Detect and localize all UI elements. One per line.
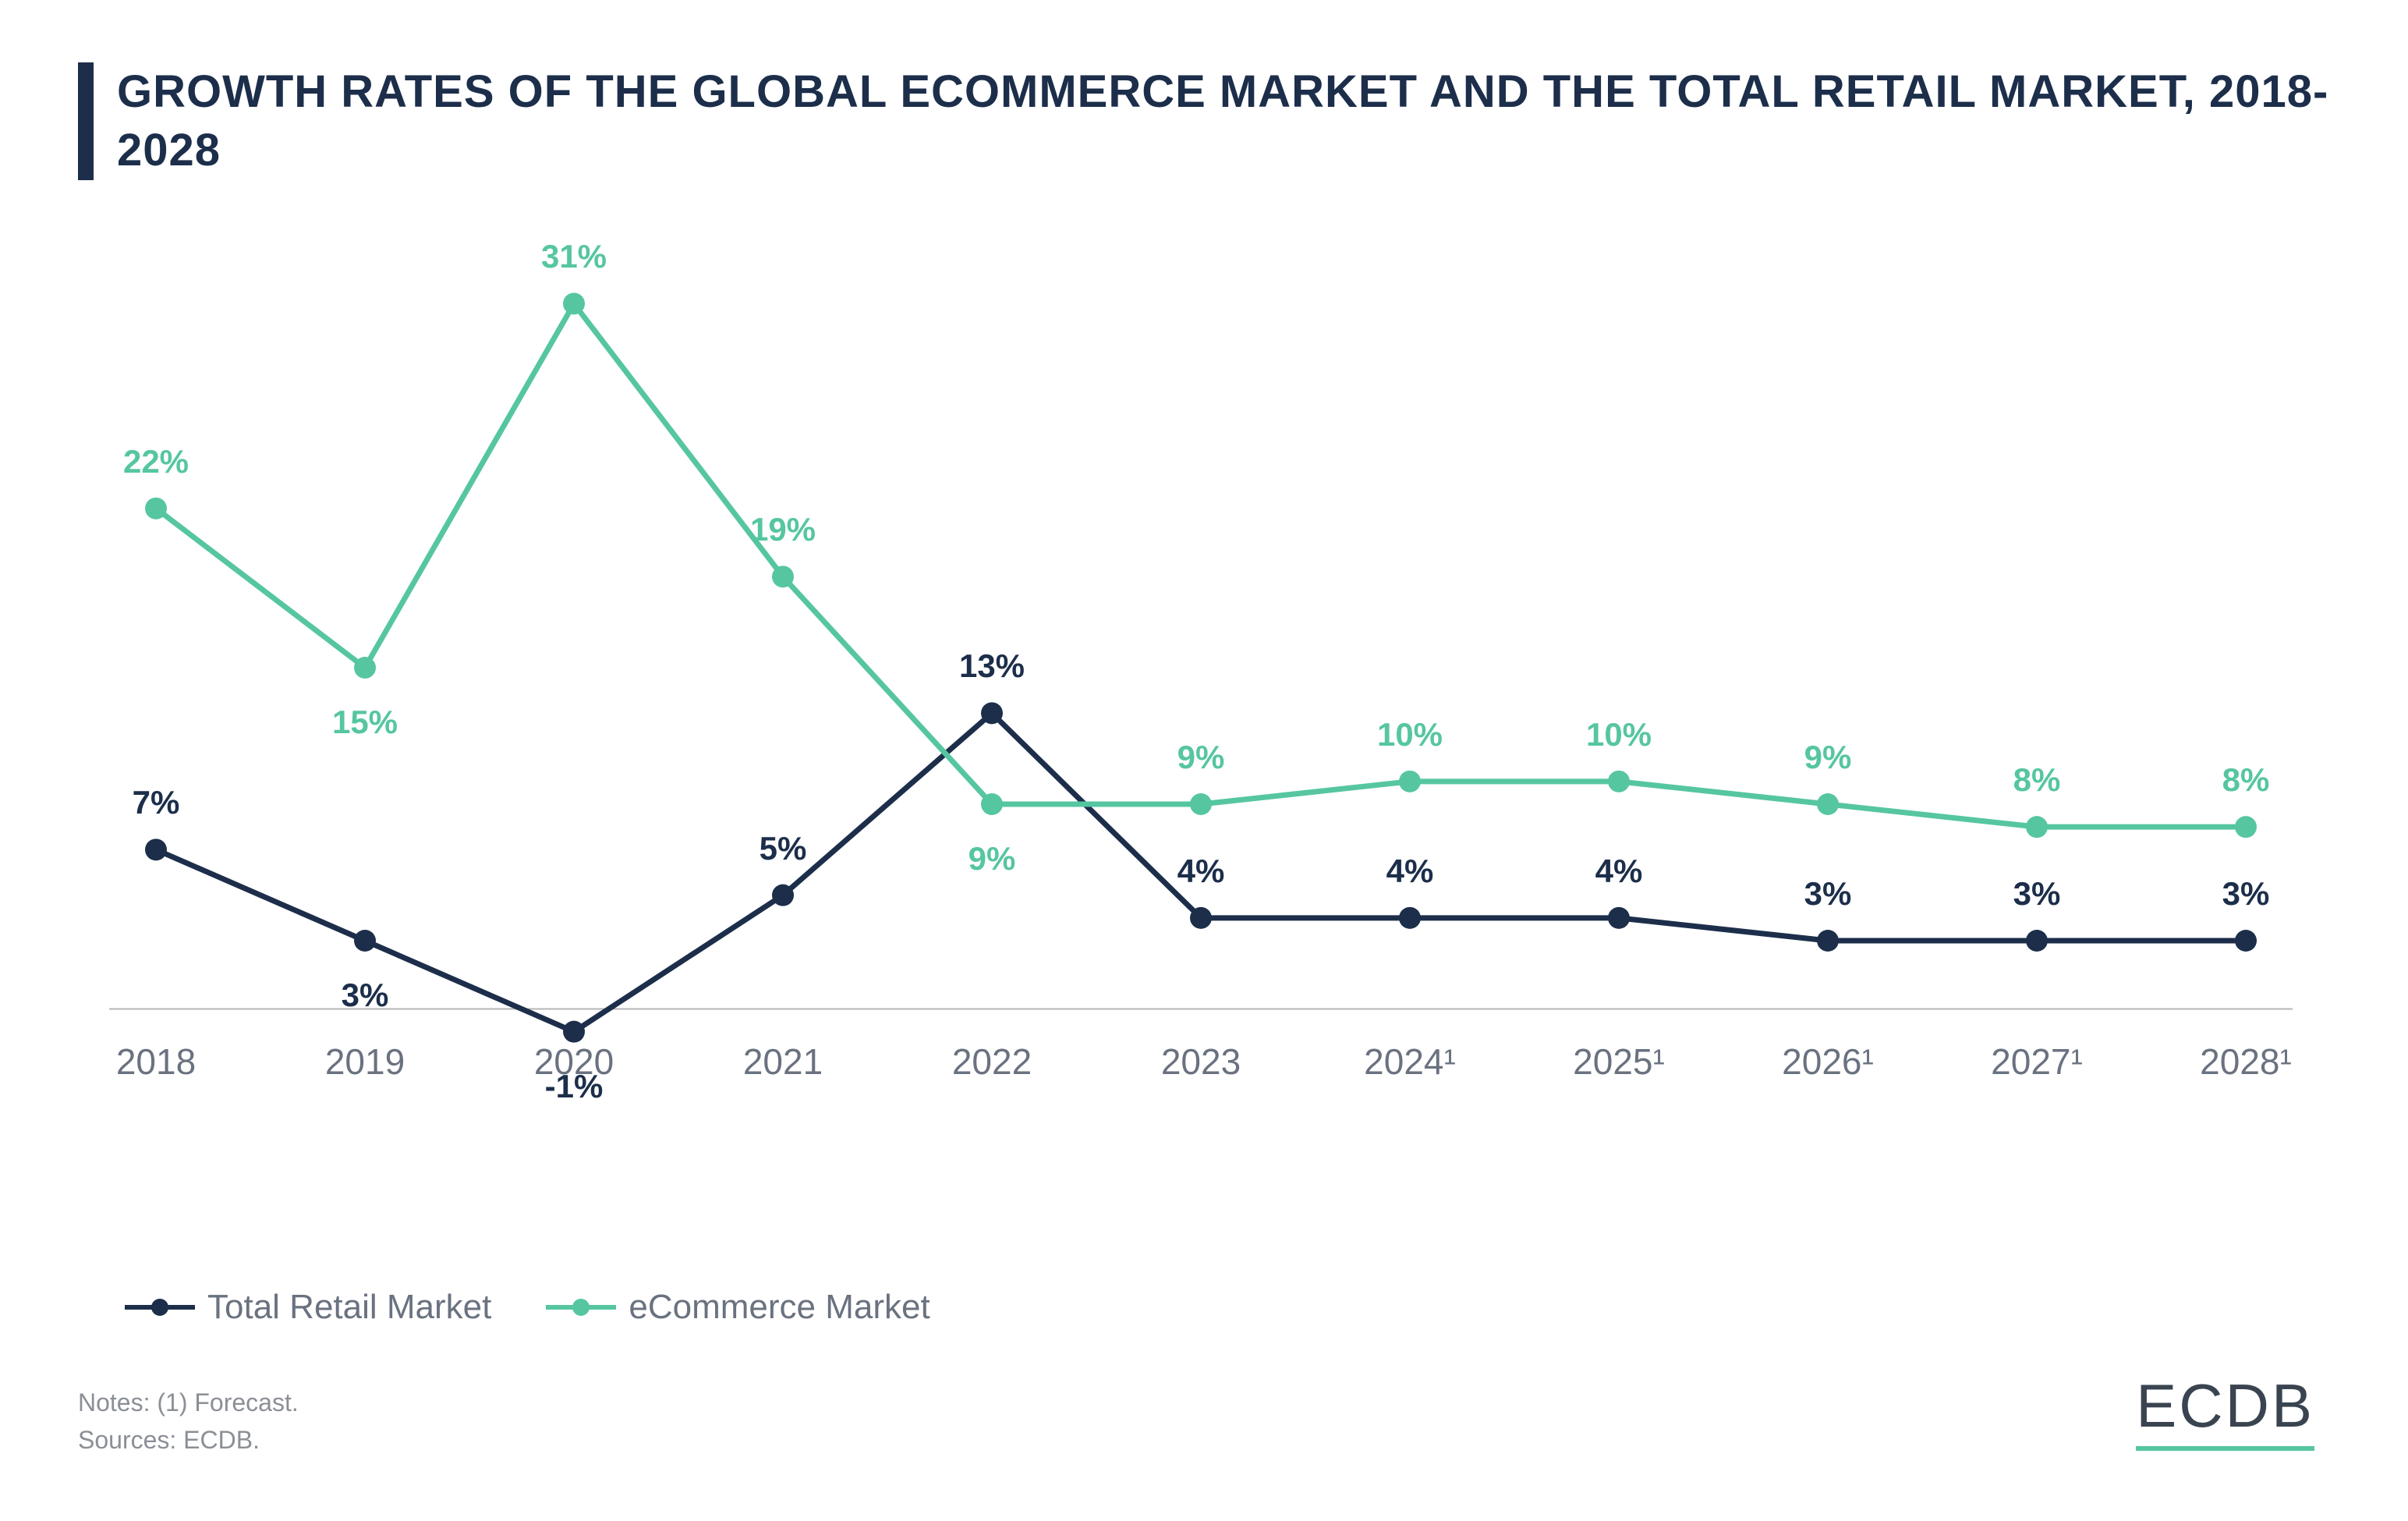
footer-notes: Notes: (1) Forecast.	[78, 1384, 299, 1421]
x-axis-label: 2019	[325, 1041, 405, 1083]
x-axis-label: 2022	[952, 1041, 1032, 1083]
legend-swatch	[125, 1305, 195, 1310]
chart-labels-overlay: 2018201920202021202220232024¹2025¹2026¹2…	[109, 258, 2293, 1171]
data-point-label: 31%	[541, 238, 607, 275]
legend: Total Retail Market eCommerce Market	[125, 1288, 2330, 1327]
legend-label: Total Retail Market	[207, 1288, 491, 1327]
title-accent-bar	[78, 62, 94, 180]
x-axis-label: 2023	[1161, 1041, 1241, 1083]
data-point-label: 3%	[342, 977, 389, 1014]
data-point-label: 4%	[1177, 853, 1225, 890]
data-point-label: 19%	[750, 511, 816, 548]
x-axis-label: 2021	[743, 1041, 823, 1083]
legend-label: eCommerce Market	[629, 1288, 930, 1327]
data-point-label: 3%	[1804, 875, 1852, 913]
logo-text: ECDB	[2136, 1370, 2314, 1441]
x-axis-label: 2025¹	[1573, 1041, 1665, 1083]
data-point-label: 13%	[959, 647, 1025, 685]
x-axis-label: 2024¹	[1364, 1041, 1456, 1083]
data-point-label: 5%	[760, 830, 807, 867]
footer: Notes: (1) Forecast. Sources: ECDB.	[78, 1384, 299, 1459]
data-point-label: -1%	[545, 1068, 604, 1105]
data-point-label: 4%	[1386, 853, 1434, 890]
data-point-label: 15%	[332, 704, 398, 741]
x-axis-label: 2018	[116, 1041, 196, 1083]
data-point-label: 3%	[2013, 875, 2061, 913]
data-point-label: 8%	[2222, 761, 2270, 799]
chart-plot-area: 2018201920202021202220232024¹2025¹2026¹2…	[109, 258, 2293, 1171]
data-point-label: 4%	[1595, 853, 1643, 890]
data-point-label: 9%	[1804, 739, 1852, 776]
legend-item: eCommerce Market	[546, 1288, 930, 1327]
data-point-label: 10%	[1586, 716, 1652, 753]
data-point-label: 8%	[2013, 761, 2061, 799]
footer-sources: Sources: ECDB.	[78, 1421, 299, 1459]
data-point-label: 9%	[1177, 739, 1225, 776]
logo-underline	[2136, 1446, 2314, 1451]
chart-title: GROWTH RATES OF THE GLOBAL ECOMMERCE MAR…	[117, 62, 2330, 180]
data-point-label: 9%	[969, 840, 1016, 878]
x-axis-label: 2027¹	[1991, 1041, 2083, 1083]
x-axis-label: 2028¹	[2200, 1041, 2292, 1083]
legend-item: Total Retail Market	[125, 1288, 491, 1327]
data-point-label: 3%	[2222, 875, 2270, 913]
data-point-label: 7%	[133, 784, 180, 821]
chart-title-block: GROWTH RATES OF THE GLOBAL ECOMMERCE MAR…	[78, 62, 2330, 180]
logo: ECDB	[2136, 1370, 2314, 1451]
x-axis-label: 2026¹	[1782, 1041, 1874, 1083]
data-point-label: 22%	[123, 443, 189, 480]
legend-swatch	[546, 1305, 616, 1310]
data-point-label: 10%	[1377, 716, 1443, 753]
